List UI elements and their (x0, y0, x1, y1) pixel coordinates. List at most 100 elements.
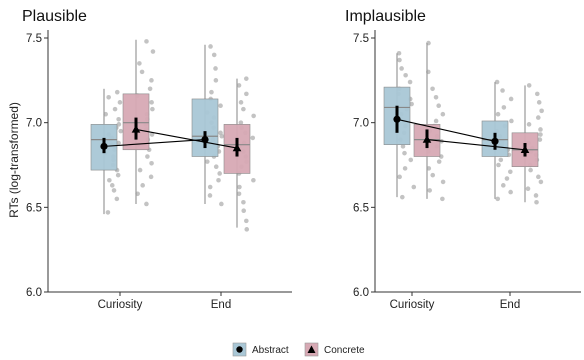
legend: Abstract Concrete (232, 342, 365, 357)
data-point (150, 49, 156, 54)
data-point (440, 179, 446, 185)
y-tick-label: 7.5 (26, 33, 42, 45)
data-point (538, 179, 544, 185)
data-point (217, 171, 222, 176)
data-point (116, 140, 121, 146)
data-point (539, 108, 544, 114)
mean-marker-circle (201, 136, 209, 144)
data-point (244, 218, 249, 224)
data-point (399, 66, 404, 71)
data-point (427, 188, 432, 193)
legend-triangle-icon (307, 345, 316, 353)
data-point (209, 89, 214, 95)
data-point (408, 157, 414, 163)
data-point (396, 50, 402, 56)
data-point (149, 161, 154, 166)
data-point (538, 127, 543, 132)
data-point (400, 194, 405, 200)
data-point (440, 196, 445, 202)
data-point (213, 164, 219, 169)
data-point (533, 193, 539, 198)
data-point (213, 66, 218, 71)
mean-connector-abstract (396, 118, 496, 142)
data-point (538, 132, 543, 137)
data-point (402, 166, 408, 171)
data-point (238, 100, 244, 105)
data-point (494, 79, 500, 85)
data-point (440, 111, 446, 117)
data-point (149, 100, 154, 105)
data-point (204, 159, 210, 164)
data-point (397, 174, 402, 180)
data-point (145, 154, 150, 159)
data-point (400, 144, 406, 149)
data-point (208, 44, 213, 49)
data-point (436, 103, 441, 109)
data-point (534, 91, 540, 97)
data-point (403, 72, 408, 78)
mean-connector-concrete (426, 139, 526, 151)
data-point (144, 39, 149, 44)
data-point (508, 169, 513, 175)
data-point (218, 103, 223, 109)
x-tick-label: Curiosity (98, 299, 143, 311)
legend-label-concrete: Concrete (324, 345, 365, 356)
panel-title-implausible: Implausible (345, 8, 426, 25)
data-point (536, 100, 542, 105)
data-point (144, 201, 149, 207)
mean-connector-concrete (135, 128, 238, 149)
data-point (409, 101, 414, 107)
data-point (111, 188, 117, 193)
data-point (216, 177, 221, 183)
data-point (207, 193, 213, 198)
data-point (115, 172, 121, 178)
data-point (147, 86, 153, 92)
data-point (397, 57, 402, 63)
data-point (218, 130, 223, 136)
data-point (241, 208, 247, 214)
mean-connector-abstract (103, 139, 206, 147)
data-point (537, 137, 543, 142)
data-point (112, 106, 118, 112)
data-point (495, 196, 501, 202)
data-point (430, 172, 436, 178)
data-point (149, 78, 154, 83)
data-point (116, 116, 121, 122)
data-point (496, 162, 501, 168)
data-point (241, 199, 246, 205)
data-point (149, 132, 155, 137)
data-point (211, 52, 217, 58)
data-point (207, 184, 213, 190)
data-point (243, 76, 249, 81)
mean-marker-triangle (520, 145, 530, 153)
data-point (426, 166, 432, 171)
y-tick-label: 7.0 (26, 118, 42, 130)
data-point (150, 106, 155, 112)
data-point (116, 122, 122, 127)
data-point (137, 61, 142, 66)
data-point (436, 159, 442, 164)
data-point (236, 83, 242, 88)
data-point (498, 157, 504, 163)
data-point (213, 78, 219, 83)
mean-marker-triangle (131, 124, 141, 133)
data-point (508, 96, 514, 102)
data-point (114, 89, 120, 95)
panel-title-plausible: Plausible (22, 8, 87, 25)
data-point (107, 177, 112, 183)
data-point (534, 199, 539, 205)
data-point (117, 100, 123, 105)
data-point (251, 177, 256, 183)
mean-marker-circle (393, 115, 401, 123)
plot-area-plausible: 6.0 6.5 7.0 7.5 Curiosity End (26, 30, 292, 311)
data-point (536, 174, 541, 180)
data-point (118, 128, 124, 134)
data-point (526, 122, 532, 127)
legend-label-abstract: Abstract (252, 345, 289, 356)
data-point (137, 167, 143, 173)
x-tick-label: End (211, 299, 231, 311)
data-point (236, 191, 242, 197)
data-point (501, 105, 507, 110)
data-point (244, 227, 250, 232)
